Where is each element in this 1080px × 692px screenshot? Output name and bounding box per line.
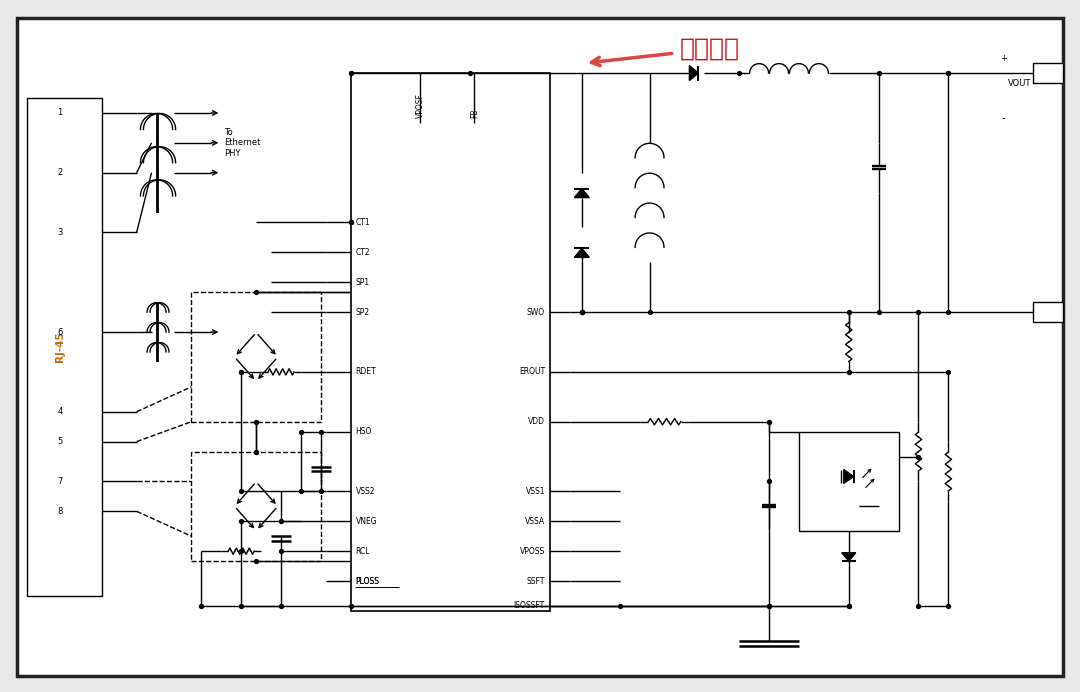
Text: VOUT: VOUT	[1008, 79, 1031, 88]
Text: EROUT: EROUT	[518, 367, 545, 376]
Text: -: -	[1001, 113, 1004, 123]
Text: HSO: HSO	[355, 427, 373, 436]
Text: PLOSS: PLOSS	[355, 576, 380, 585]
Bar	[27, 98, 102, 596]
Text: SP1: SP1	[355, 277, 369, 286]
Text: 4: 4	[57, 407, 63, 416]
Bar	[555, 63, 610, 402]
Text: 3: 3	[57, 228, 63, 237]
Text: RDET: RDET	[355, 367, 376, 376]
Bar	[1032, 63, 1063, 83]
Text: 8: 8	[57, 507, 63, 516]
Text: To
Ethernet
PHY: To Ethernet PHY	[225, 128, 260, 158]
Text: 5: 5	[57, 437, 63, 446]
Text: VSS2: VSS2	[355, 487, 375, 496]
Text: CT2: CT2	[355, 248, 370, 257]
Text: PLOSS: PLOSS	[355, 576, 380, 585]
Text: VPOSF: VPOSF	[416, 93, 426, 118]
Text: 7: 7	[57, 477, 63, 486]
Text: SP2: SP2	[355, 308, 369, 317]
Polygon shape	[689, 66, 699, 80]
Text: FB: FB	[470, 109, 478, 118]
Text: VNEG: VNEG	[355, 517, 377, 526]
Text: 6: 6	[57, 327, 63, 336]
Polygon shape	[575, 248, 590, 257]
Text: RCL: RCL	[355, 547, 370, 556]
Text: VPOSS: VPOSS	[519, 547, 545, 556]
Text: SWO: SWO	[527, 308, 545, 317]
Text: RJ-45: RJ-45	[55, 331, 65, 363]
Text: SSFT: SSFT	[527, 576, 545, 585]
Polygon shape	[843, 469, 853, 484]
Bar	[351, 73, 550, 611]
Bar	[1032, 302, 1063, 322]
Text: VSS1: VSS1	[526, 487, 545, 496]
Bar	[799, 432, 899, 531]
Text: 2: 2	[57, 168, 63, 177]
Text: 抑制尖峰: 抑制尖峰	[679, 36, 740, 60]
Polygon shape	[841, 553, 855, 561]
Polygon shape	[575, 189, 590, 198]
Text: ISOSSFT: ISOSSFT	[514, 601, 545, 610]
Bar	[181, 277, 341, 576]
Text: VDD: VDD	[528, 417, 545, 426]
Bar	[191, 292, 321, 421]
Bar	[191, 452, 321, 561]
Text: 1: 1	[57, 109, 63, 118]
Text: CT1: CT1	[355, 218, 370, 227]
Text: VSSA: VSSA	[525, 517, 545, 526]
Text: +: +	[1000, 54, 1007, 63]
